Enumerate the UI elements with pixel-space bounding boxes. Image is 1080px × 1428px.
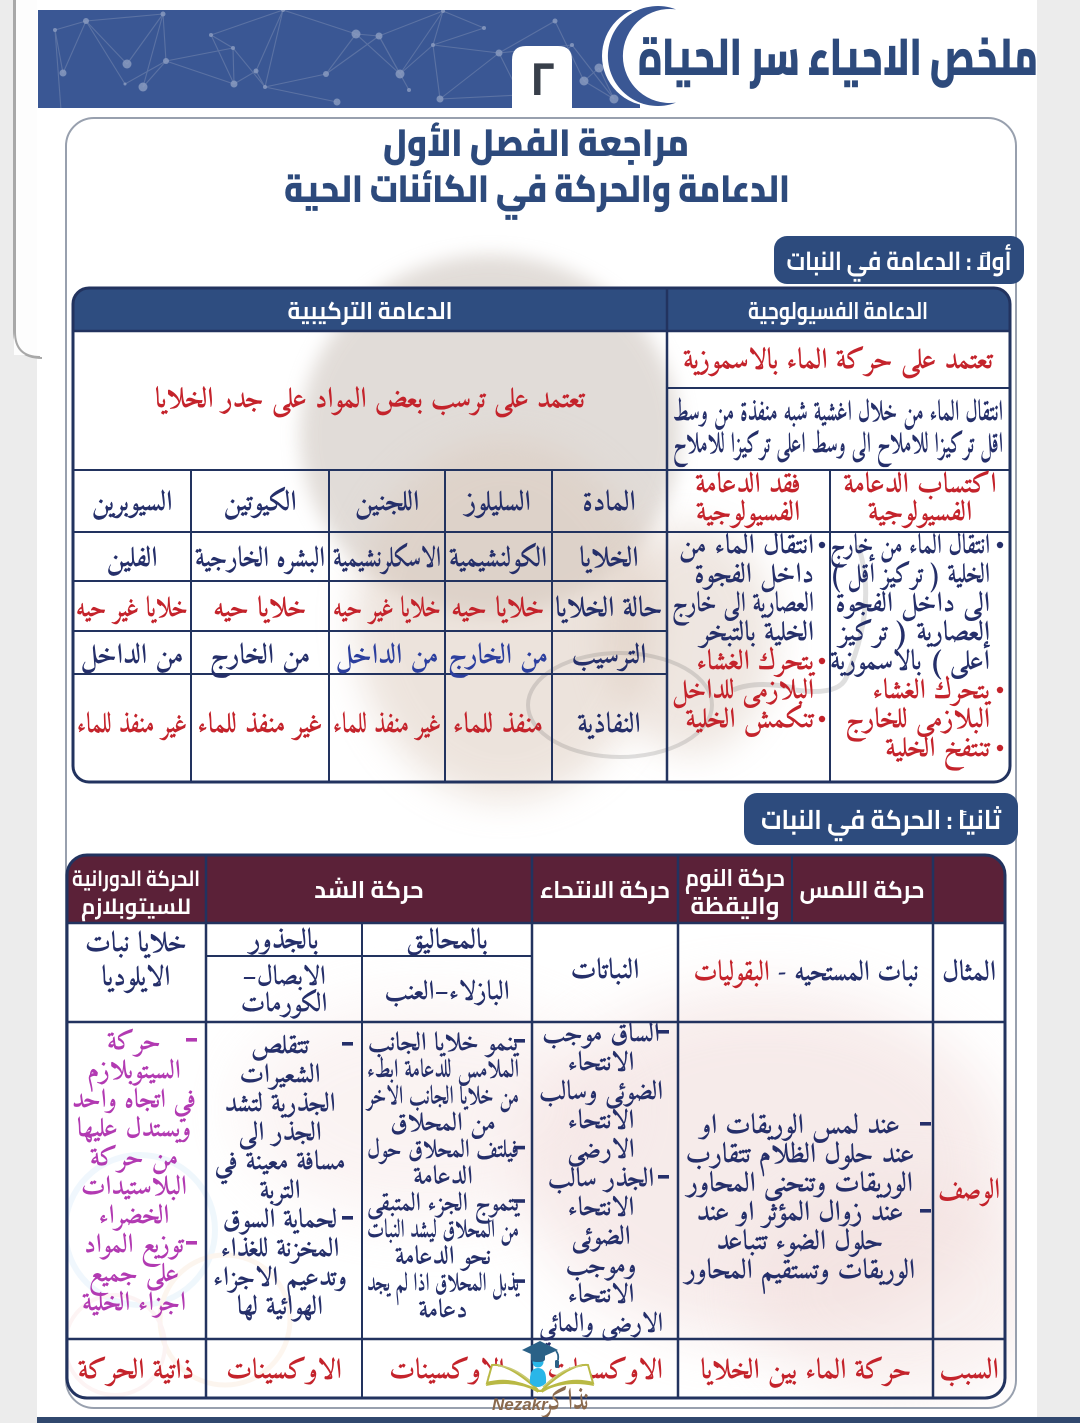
svg-text:Nezakr: Nezakr bbox=[492, 1395, 549, 1414]
